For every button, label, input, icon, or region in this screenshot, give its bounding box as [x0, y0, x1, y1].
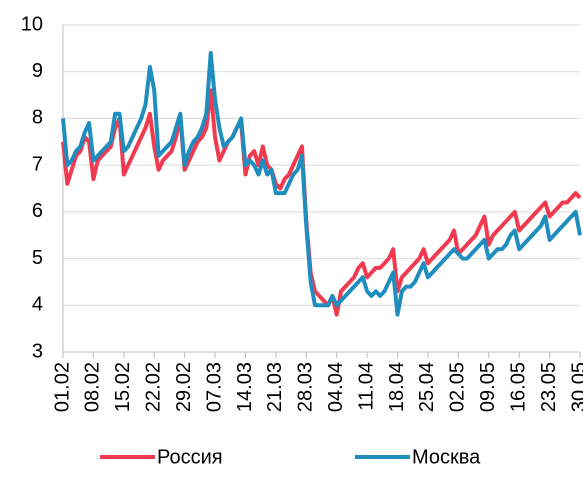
series-line	[61, 88, 582, 317]
x-tick-label: 21.03	[264, 362, 286, 412]
x-tick-label: 16.05	[507, 362, 529, 412]
x-tick-label: 07.03	[203, 362, 225, 412]
x-tick-label: 04.04	[325, 362, 347, 412]
x-tick-label: 02.05	[447, 362, 469, 412]
y-tick-label: 10	[21, 13, 43, 35]
x-tick-label: 01.02	[51, 362, 73, 412]
x-tick-label: 14.03	[234, 362, 256, 412]
y-tick-label: 4	[32, 294, 43, 316]
x-tick-label: 23.05	[538, 362, 560, 412]
x-tick-label: 15.02	[112, 362, 134, 412]
x-tick-label: 11.04	[355, 362, 377, 411]
y-tick-label: 6	[32, 200, 43, 222]
x-tick-label: 22.02	[143, 362, 165, 412]
series-line	[61, 51, 582, 317]
y-tick-label: 8	[32, 107, 43, 129]
x-tick-label: 28.03	[295, 362, 317, 412]
x-tick-label: 29.02	[173, 362, 195, 412]
x-tick-label: 25.04	[416, 362, 438, 412]
legend-label: Россия	[157, 446, 223, 468]
y-tick-label: 5	[32, 247, 43, 269]
y-tick-label: 3	[32, 340, 43, 362]
x-tick-label: 08.02	[82, 362, 104, 412]
y-tick-label: 7	[32, 153, 43, 175]
x-tick-label: 18.04	[386, 362, 408, 412]
x-tick-label: 09.05	[477, 362, 499, 412]
y-tick-label: 9	[32, 60, 43, 82]
x-tick-label: 30.05	[568, 362, 583, 412]
legend-label: Москва	[412, 446, 481, 468]
